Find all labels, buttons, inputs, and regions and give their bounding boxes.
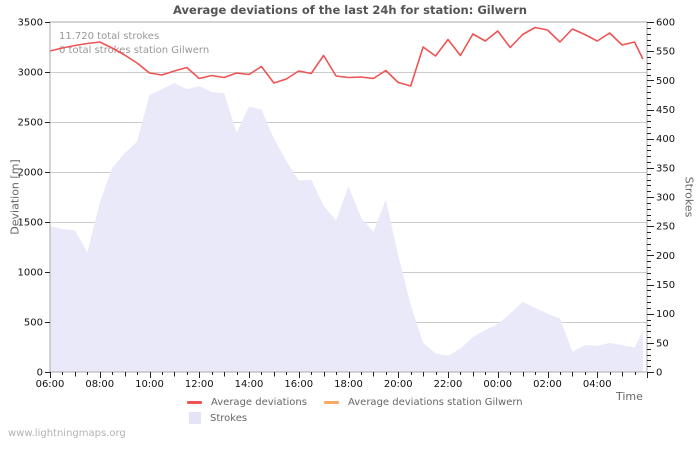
svg-text:06:00: 06:00: [36, 379, 65, 390]
svg-text:00:00: 00:00: [483, 379, 512, 390]
svg-text:500: 500: [24, 318, 43, 329]
svg-text:450: 450: [656, 105, 675, 116]
svg-text:3500: 3500: [18, 18, 43, 29]
svg-text:0: 0: [37, 368, 43, 379]
svg-text:50: 50: [656, 338, 669, 349]
svg-text:200: 200: [656, 251, 675, 262]
svg-text:400: 400: [656, 134, 675, 145]
svg-text:3000: 3000: [18, 68, 43, 79]
svg-text:22:00: 22:00: [434, 379, 463, 390]
svg-text:08:00: 08:00: [85, 379, 114, 390]
svg-text:250: 250: [656, 222, 675, 233]
svg-text:1500: 1500: [18, 218, 43, 229]
svg-text:150: 150: [656, 280, 675, 291]
svg-text:350: 350: [656, 163, 675, 174]
svg-text:10:00: 10:00: [135, 379, 164, 390]
annotation-total-strokes: 11.720 total strokes: [59, 31, 160, 42]
svg-text:12:00: 12:00: [185, 379, 214, 390]
svg-text:600: 600: [656, 18, 675, 29]
axis-ticks: [45, 22, 654, 378]
legend-label: Strokes: [210, 412, 248, 424]
y-axis-label-deviation: Deviation [m]: [8, 159, 22, 235]
svg-text:20:00: 20:00: [384, 379, 413, 390]
deviation-line: [49, 26, 644, 87]
legend-item-station-deviations: Average deviations station Gilwern: [324, 397, 523, 408]
watermark-text: www.lightningmaps.org: [8, 428, 126, 439]
svg-text:16:00: 16:00: [284, 379, 313, 390]
legend-label: Average deviations station Gilwern: [348, 397, 523, 408]
y-axis-label-strokes: Strokes: [682, 176, 696, 218]
svg-text:500: 500: [656, 76, 675, 87]
chart-title: Average deviations of the last 24h for s…: [173, 3, 527, 17]
svg-text:18:00: 18:00: [334, 379, 363, 390]
svg-text:100: 100: [656, 309, 675, 320]
svg-text:2500: 2500: [18, 118, 43, 129]
x-axis-label-time: Time: [616, 390, 643, 403]
tick-labels: 3500300025002000150010005000600550500450…: [18, 18, 676, 391]
legend-swatch-strokes-area: [189, 412, 201, 424]
svg-text:04:00: 04:00: [583, 379, 612, 390]
legend-item-average-deviations: Average deviations: [187, 397, 307, 408]
svg-text:14:00: 14:00: [235, 379, 264, 390]
svg-text:02:00: 02:00: [533, 379, 562, 390]
svg-text:2000: 2000: [18, 168, 43, 179]
svg-text:0: 0: [656, 368, 662, 379]
legend-swatch-red-line: [187, 401, 202, 404]
svg-text:550: 550: [656, 47, 675, 58]
legend-item-strokes: Strokes: [189, 412, 247, 424]
annotation-station-strokes: 0 total strokes station Gilwern: [59, 45, 210, 56]
strokes-area: [50, 83, 643, 372]
legend-label: Average deviations: [211, 397, 307, 408]
legend-swatch-orange-line: [324, 401, 339, 404]
svg-text:1000: 1000: [18, 268, 43, 279]
svg-text:300: 300: [656, 193, 675, 204]
